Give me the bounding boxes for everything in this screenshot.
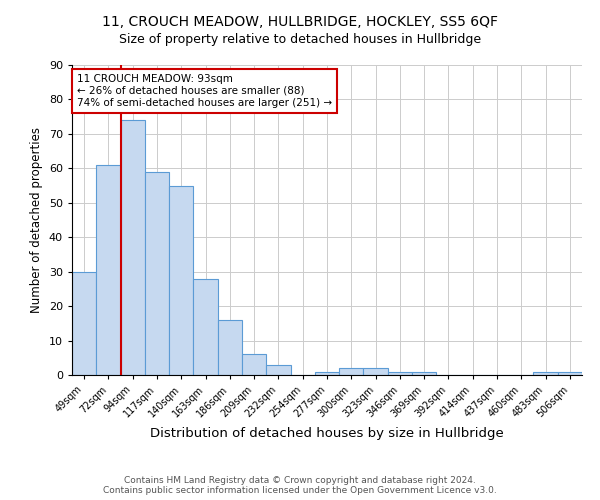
Bar [169, 186, 193, 375]
Bar [242, 354, 266, 375]
Text: 11, CROUCH MEADOW, HULLBRIDGE, HOCKLEY, SS5 6QF: 11, CROUCH MEADOW, HULLBRIDGE, HOCKLEY, … [102, 15, 498, 29]
Text: Contains HM Land Registry data © Crown copyright and database right 2024.
Contai: Contains HM Land Registry data © Crown c… [103, 476, 497, 495]
Bar [339, 368, 364, 375]
Bar [121, 120, 145, 375]
Bar [145, 172, 169, 375]
Bar [364, 368, 388, 375]
Text: 11 CROUCH MEADOW: 93sqm
← 26% of detached houses are smaller (88)
74% of semi-de: 11 CROUCH MEADOW: 93sqm ← 26% of detache… [77, 74, 332, 108]
Bar [266, 364, 290, 375]
Bar [218, 320, 242, 375]
Y-axis label: Number of detached properties: Number of detached properties [30, 127, 43, 313]
Bar [412, 372, 436, 375]
Bar [72, 272, 96, 375]
Bar [96, 165, 121, 375]
Text: Size of property relative to detached houses in Hullbridge: Size of property relative to detached ho… [119, 32, 481, 46]
Bar [315, 372, 339, 375]
Bar [558, 372, 582, 375]
Bar [533, 372, 558, 375]
Bar [193, 278, 218, 375]
Bar [388, 372, 412, 375]
X-axis label: Distribution of detached houses by size in Hullbridge: Distribution of detached houses by size … [150, 428, 504, 440]
